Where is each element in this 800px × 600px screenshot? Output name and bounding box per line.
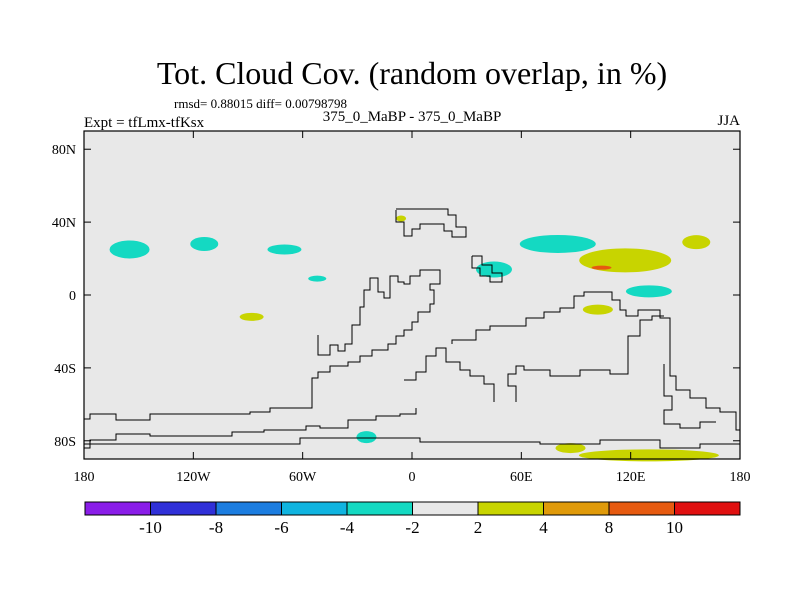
coastline-gondwana-west <box>84 269 441 421</box>
anomaly-layer <box>109 215 719 462</box>
colorbar-segment <box>215 501 282 516</box>
y-tick-label: 80N <box>52 143 76 158</box>
x-tick-label: 120W <box>176 470 211 485</box>
colorbar-label: 8 <box>605 518 614 537</box>
x-tick-label: 180 <box>730 470 751 485</box>
y-tick-label: 0 <box>69 289 76 304</box>
stats-line: rmsd= 0.88015 diff= 0.00798798 <box>174 96 347 111</box>
colorbar-label: -4 <box>340 518 355 537</box>
y-tick-label: 40N <box>52 216 76 231</box>
axis-ticks: 180 120W 60W 0 60E 120E 180 80N 40N 0 40S 80S <box>52 131 751 485</box>
chart-title: Tot. Cloud Cov. (random overlap, in %) <box>157 55 667 91</box>
colorbar-segment <box>281 501 348 516</box>
anomaly-patch <box>476 261 512 278</box>
anomaly-patch <box>308 275 327 282</box>
x-tick-label: 60W <box>289 470 317 485</box>
x-tick-label: 0 <box>409 470 416 485</box>
season-label: JJA <box>717 113 740 129</box>
x-tick-label: 120E <box>616 470 646 485</box>
colorbar-label: 2 <box>474 518 483 537</box>
colorbar-label: -10 <box>139 518 162 537</box>
anomaly-patch <box>267 244 302 255</box>
colorbar-segment <box>608 501 675 516</box>
colorbar-label: -2 <box>405 518 419 537</box>
colorbar-segment <box>477 501 544 516</box>
coastline-arctic-north <box>395 208 467 238</box>
anomaly-patch <box>356 431 377 444</box>
x-tick-label: 180 <box>74 470 95 485</box>
map-panel: 180 120W 60W 0 60E 120E 180 80N 40N 0 40S 80S <box>52 130 751 485</box>
coastline-east-peninsula <box>663 364 716 429</box>
colorbar-segment <box>84 501 151 516</box>
coastline-interior-south <box>451 291 740 431</box>
coastline-gondwana-east <box>84 408 417 449</box>
y-tick-label: 40S <box>54 362 76 377</box>
colorbar-label: 4 <box>539 518 548 537</box>
colorbar-segment <box>412 501 479 516</box>
anomaly-patch <box>396 215 407 222</box>
experiment-label: Expt = tfLmx-tfKsx <box>84 115 205 131</box>
anomaly-patch <box>239 312 264 321</box>
coastline-polar <box>84 437 740 449</box>
anomaly-patch <box>519 234 596 253</box>
colorbar-segment <box>674 501 741 516</box>
colorbar-label: -6 <box>274 518 288 537</box>
anomaly-patch <box>579 248 672 273</box>
colorbar-segment <box>543 501 610 516</box>
anomaly-patch <box>190 236 219 251</box>
coastlines <box>84 208 740 449</box>
colorbar-label: -8 <box>209 518 223 537</box>
coastline-southern-margin <box>404 347 495 402</box>
anomaly-patch <box>582 304 613 315</box>
colorbar-segment <box>346 501 413 516</box>
coastline-mideast <box>471 255 503 283</box>
anomaly-patch <box>682 235 711 250</box>
anomaly-patch <box>591 265 612 270</box>
anomaly-patch <box>578 449 719 462</box>
x-tick-label: 60E <box>510 470 533 485</box>
anomaly-patch <box>625 285 672 298</box>
colorbar: -10 -8 -6 -4 -2 2 4 8 10 <box>84 501 741 537</box>
comparison-label: 375_0_MaBP - 375_0_MaBP <box>323 109 502 125</box>
y-tick-label: 80S <box>54 435 76 450</box>
colorbar-segment <box>150 501 217 516</box>
anomaly-patch <box>109 240 150 259</box>
colorbar-label: 10 <box>666 518 683 537</box>
coastline-ridge <box>507 315 664 402</box>
anomaly-patch <box>555 443 586 454</box>
